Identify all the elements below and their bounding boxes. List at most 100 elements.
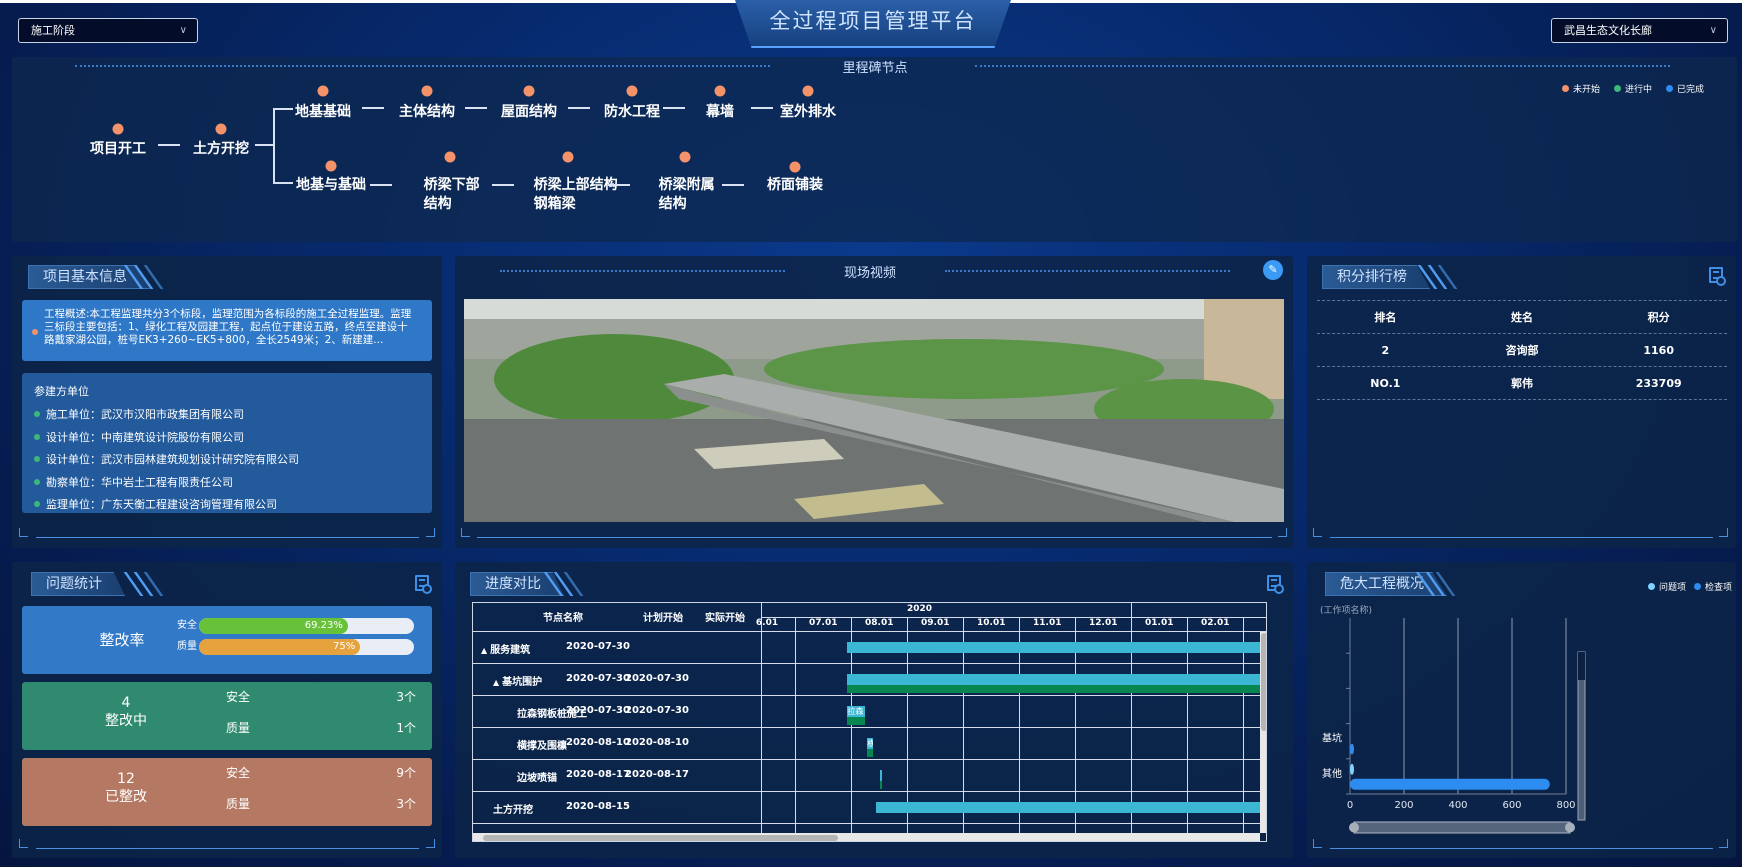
milestone-node[interactable]: 桥梁上部结构钢箱梁	[533, 177, 618, 212]
gantt-month-label: 12.01	[1089, 618, 1118, 628]
bar-label: 横	[867, 739, 872, 748]
plan-bar[interactable]	[876, 802, 1261, 813]
done-quality-value: 3个	[396, 797, 416, 811]
milestone-node[interactable]: 室外排水	[780, 104, 836, 120]
grid-line	[473, 663, 1266, 664]
gantt-row[interactable]: ▲ 基坑围护	[493, 673, 542, 688]
done-safety-value: 9个	[396, 766, 416, 780]
rate-progress-fill: 75%	[199, 639, 361, 655]
milestone-dot	[562, 151, 574, 163]
horizontal-scrollbar-thumb[interactable]	[483, 835, 838, 841]
actual-bar[interactable]	[847, 717, 866, 725]
stage-select[interactable]: 施工阶段 ∨	[18, 18, 198, 43]
milestone-node[interactable]: 桥梁附属结构	[658, 177, 715, 212]
grid-line	[473, 759, 1266, 760]
status-dot-icon	[1562, 85, 1569, 92]
project-select[interactable]: 武昌生态文化长廊 ∨	[1551, 18, 1728, 43]
milestone-node[interactable]: 主体结构	[399, 104, 455, 120]
actual-bar[interactable]	[867, 749, 873, 757]
actual-bar[interactable]	[879, 781, 882, 789]
bar-问题项[interactable]	[1350, 763, 1354, 775]
bar-检查项[interactable]	[1350, 778, 1550, 790]
milestone-node[interactable]: 桥面铺装	[767, 177, 823, 193]
vertical-scrollbar-thumb[interactable]	[1261, 633, 1266, 731]
milestone-node[interactable]: 地基与基础	[296, 177, 366, 193]
done-count: 12	[117, 771, 135, 787]
grid-line	[1131, 617, 1132, 841]
gantt-row[interactable]: ▲ 服务建筑	[481, 641, 530, 656]
participant-unit: 设计单位：中南建筑设计院股份有限公司	[34, 426, 420, 449]
grid-line	[473, 727, 1266, 728]
plan-bar[interactable]	[879, 770, 882, 781]
ranking-row: 2 咨询部 1160	[1317, 333, 1727, 366]
legend-item[interactable]: 检查项	[1694, 580, 1732, 593]
milestone-node[interactable]: 防水工程	[604, 104, 660, 120]
page-title-banner: 全过程项目管理平台	[735, 0, 1011, 48]
plan-bar[interactable]: 拉森	[847, 706, 866, 717]
milestone-dot	[789, 161, 801, 173]
grid-line	[851, 617, 852, 841]
gantt-month-label: 08.01	[865, 618, 894, 628]
grid-line	[761, 617, 1266, 618]
connector-line	[370, 184, 392, 186]
milestone-node[interactable]: 屋面结构	[501, 104, 557, 120]
plan-bar[interactable]	[847, 674, 1261, 685]
grid-line	[473, 695, 1266, 696]
report-search-icon[interactable]	[415, 575, 432, 594]
grid-line	[1019, 617, 1020, 841]
y-category-label: 基坑	[1322, 732, 1342, 745]
grid-line	[1243, 617, 1244, 841]
connector-line	[567, 107, 590, 109]
report-search-icon[interactable]	[1709, 267, 1726, 286]
site-video[interactable]	[464, 299, 1284, 522]
plan-bar[interactable]	[847, 642, 1261, 653]
grid-line	[761, 603, 762, 841]
corner-decor	[1719, 528, 1728, 537]
milestone-node[interactable]: 幕墙	[706, 104, 734, 120]
legend-item[interactable]: 问题项	[1648, 580, 1686, 593]
bar-检查项[interactable]	[1350, 743, 1354, 755]
slider-handle-icon[interactable]	[1565, 822, 1575, 833]
milestone-node[interactable]: 土方开挖	[193, 141, 249, 157]
gantt-month-label: 02.01	[1201, 618, 1230, 628]
horizontal-zoom-slider[interactable]	[1353, 821, 1571, 834]
legend-item: 已完成	[1666, 82, 1704, 95]
edit-icon[interactable]: ✎	[1263, 260, 1283, 280]
milestone-node[interactable]: 项目开工	[90, 141, 146, 157]
bullet-icon	[32, 329, 38, 335]
gantt-month-label: 10.01	[977, 618, 1006, 628]
connector-line	[465, 107, 487, 109]
ranking-cell: 咨询部	[1505, 344, 1539, 357]
report-search-icon[interactable]	[1267, 575, 1284, 594]
bullet-icon	[34, 501, 40, 508]
in-progress-label: 整改中	[105, 713, 147, 729]
milestone-node[interactable]: 地基基础	[295, 104, 351, 120]
vertical-scrollbar[interactable]	[1260, 632, 1266, 833]
done-card: 12 已整改 安全 9个 质量 3个	[22, 758, 432, 826]
milestone-dot	[802, 85, 814, 97]
milestone-node[interactable]: 桥梁下部结构	[423, 177, 480, 212]
participant-unit: 施工单位：武汉市汉阳市政集团有限公司	[34, 403, 420, 426]
divider	[1317, 399, 1727, 400]
gantt-month-label: 09.01	[921, 618, 950, 628]
gantt-row[interactable]: 拉森钢板桩施工	[517, 705, 587, 720]
slider-handle-icon[interactable]	[1349, 822, 1359, 833]
collapse-triangle-icon[interactable]: ▲	[481, 646, 488, 655]
participant-unit: 设计单位：武汉市园林建筑规划设计研究院有限公司	[34, 448, 420, 471]
actual-bar[interactable]	[847, 685, 1261, 693]
connector-line	[492, 184, 514, 186]
legend-dot-icon	[1648, 583, 1655, 590]
rectify-rate-card: 整改率 安全 69.23% 质量 75%	[22, 606, 432, 674]
plan-start: 2020-08-10	[566, 737, 630, 748]
horizontal-scrollbar[interactable]	[473, 833, 1260, 841]
collapse-triangle-icon[interactable]: ▲	[493, 678, 500, 687]
ranking-cell: 姓名	[1511, 311, 1533, 324]
gantt-row[interactable]: 土方开挖	[493, 801, 533, 816]
actual-start: 2020-07-30	[625, 705, 689, 716]
plan-bar[interactable]: 横	[867, 738, 873, 749]
gantt-row[interactable]: 横撑及围檩	[517, 737, 567, 752]
plan-start: 2020-07-30	[566, 673, 630, 684]
gantt-row[interactable]: 边坡喷锚	[517, 769, 557, 784]
milestone-panel	[12, 57, 1737, 242]
gantt-month-label: 07.01	[809, 618, 838, 628]
